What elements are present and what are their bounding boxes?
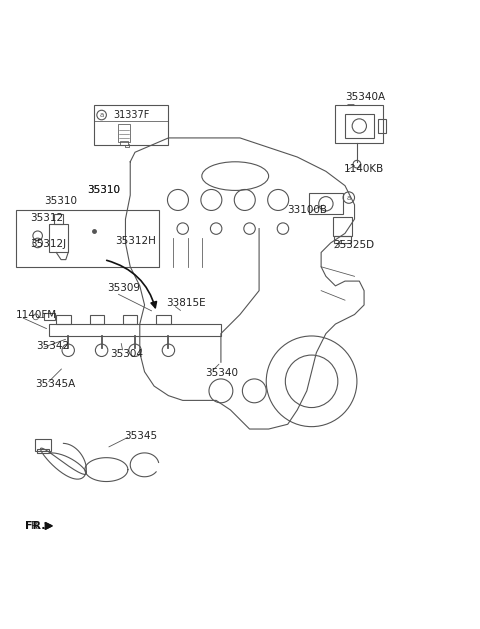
Bar xyxy=(95,104,168,145)
Text: 33815E: 33815E xyxy=(166,298,205,308)
Text: 35310: 35310 xyxy=(87,186,120,196)
Bar xyxy=(345,114,373,138)
Text: 35325D: 35325D xyxy=(333,240,374,250)
Bar xyxy=(35,438,51,450)
Text: 35340A: 35340A xyxy=(345,92,385,103)
Bar xyxy=(16,209,159,267)
Bar xyxy=(120,141,128,145)
Text: 35312: 35312 xyxy=(30,213,63,223)
Bar xyxy=(118,124,130,142)
Text: 31337F: 31337F xyxy=(114,110,150,120)
Text: 35312J: 35312J xyxy=(30,239,66,249)
Bar xyxy=(56,314,71,324)
Bar xyxy=(309,193,343,214)
Bar xyxy=(334,236,351,243)
Bar xyxy=(49,224,68,252)
Text: 35304: 35304 xyxy=(110,348,143,359)
Text: 35342: 35342 xyxy=(36,342,69,352)
Bar xyxy=(333,216,352,236)
Text: 35312H: 35312H xyxy=(115,237,156,247)
Text: FR.: FR. xyxy=(25,521,46,531)
Text: 35309: 35309 xyxy=(108,283,140,293)
Text: 35345: 35345 xyxy=(124,431,157,441)
Bar xyxy=(123,314,137,324)
Text: 1140FM: 1140FM xyxy=(16,311,57,320)
Bar xyxy=(156,314,171,324)
Bar xyxy=(90,314,104,324)
Bar xyxy=(378,119,385,133)
Bar xyxy=(37,449,49,453)
Bar xyxy=(54,214,63,224)
Text: FR.: FR. xyxy=(25,521,41,531)
Text: 33100B: 33100B xyxy=(287,206,327,216)
Text: 35340: 35340 xyxy=(205,368,239,378)
Text: 35345A: 35345A xyxy=(35,379,75,389)
Text: a: a xyxy=(99,112,104,118)
Bar xyxy=(49,324,221,336)
Bar xyxy=(44,313,55,320)
Bar xyxy=(336,104,383,143)
Text: 1140KB: 1140KB xyxy=(344,164,384,174)
Text: 35310: 35310 xyxy=(44,196,77,206)
Text: a: a xyxy=(347,194,351,201)
Text: 35310: 35310 xyxy=(87,186,120,196)
